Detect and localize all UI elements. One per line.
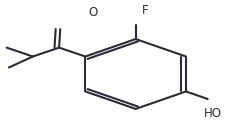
Text: F: F xyxy=(141,5,148,17)
Text: O: O xyxy=(89,6,98,19)
Text: HO: HO xyxy=(203,107,221,119)
